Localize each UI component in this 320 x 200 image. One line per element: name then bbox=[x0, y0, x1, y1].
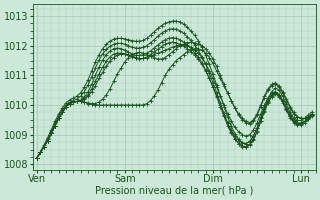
X-axis label: Pression niveau de la mer( hPa ): Pression niveau de la mer( hPa ) bbox=[95, 186, 253, 196]
